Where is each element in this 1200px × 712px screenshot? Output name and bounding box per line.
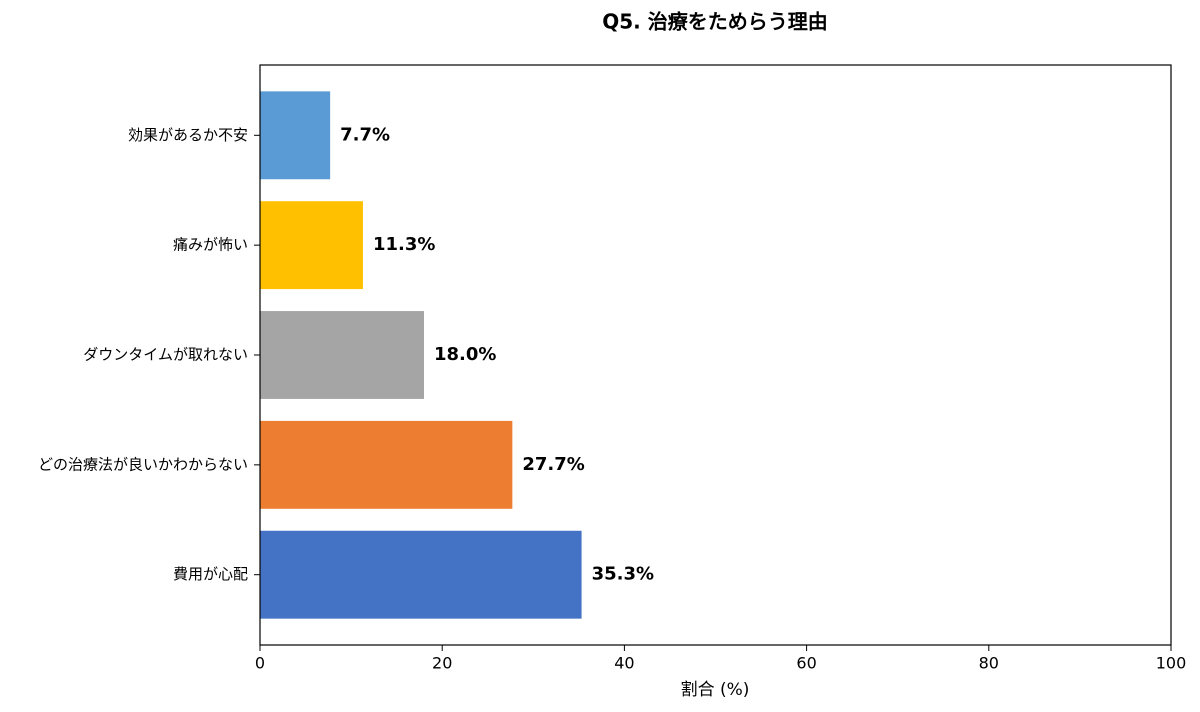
value-label: 27.7% xyxy=(522,454,584,475)
x-axis-label: 割合 (%) xyxy=(681,680,750,700)
y-tick-label: ダウンタイムが取れない xyxy=(83,346,248,364)
plot-frame xyxy=(259,64,1172,646)
bar xyxy=(260,201,363,290)
x-tick-label: 60 xyxy=(796,654,816,673)
value-label: 35.3% xyxy=(592,564,654,585)
bar xyxy=(260,420,513,509)
x-tick-label: 80 xyxy=(979,654,999,673)
value-label: 18.0% xyxy=(434,344,496,365)
x-tick-label: 0 xyxy=(255,654,265,673)
bar xyxy=(260,91,331,180)
x-tick-label: 100 xyxy=(1156,654,1187,673)
bar xyxy=(260,311,424,399)
y-tick-label: どの治療法が良いかわからない xyxy=(38,455,248,473)
value-label: 7.7% xyxy=(340,124,390,145)
chart-title: Q5. 治療をためらう理由 xyxy=(602,10,827,34)
value-label: 11.3% xyxy=(373,234,435,255)
x-tick-label: 40 xyxy=(614,654,634,673)
x-tick-label: 20 xyxy=(432,654,452,673)
bar xyxy=(260,530,582,619)
y-tick-label: 痛みが怖い xyxy=(173,236,248,254)
y-tick-label: 効果があるか不安 xyxy=(128,126,248,144)
y-tick-label: 費用が心配 xyxy=(173,565,248,583)
